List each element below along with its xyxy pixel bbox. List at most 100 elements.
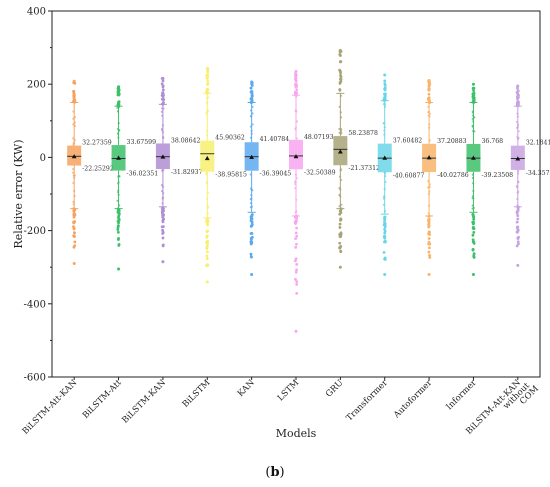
outlier-point xyxy=(427,223,430,226)
outlier-point-min xyxy=(161,260,165,264)
outlier-point xyxy=(249,242,253,246)
data-point xyxy=(207,191,210,194)
data-point xyxy=(294,211,297,214)
caption-close: ) xyxy=(280,465,285,480)
outlier-point xyxy=(205,246,209,250)
data-point xyxy=(517,130,520,133)
outlier-point xyxy=(339,232,343,236)
data-point xyxy=(249,136,253,139)
data-point xyxy=(160,129,164,132)
outlier-point xyxy=(472,241,476,245)
outlier-point-min xyxy=(427,273,431,277)
data-point xyxy=(251,123,254,126)
outlier-point xyxy=(206,223,209,227)
data-point xyxy=(295,120,299,123)
outlier-point-max xyxy=(516,84,520,88)
outlier-point xyxy=(117,93,121,97)
outlier-point xyxy=(383,218,387,222)
outlier-point xyxy=(383,93,387,97)
outlier-point xyxy=(295,263,299,266)
q3-value-label: 45.90362 xyxy=(215,135,245,142)
box-group: 48.07193 -32.50389 xyxy=(289,69,336,333)
outlier-point xyxy=(295,216,299,220)
outlier-point-min xyxy=(294,329,298,333)
outlier-point xyxy=(205,257,209,261)
outlier-point xyxy=(294,91,297,95)
outlier-point xyxy=(339,217,343,221)
outlier-point xyxy=(206,218,210,222)
data-point xyxy=(473,130,476,133)
outlier-point xyxy=(162,209,165,213)
data-point xyxy=(339,195,342,198)
q1-value-label: -40.60877 xyxy=(393,172,425,179)
data-point xyxy=(249,206,253,209)
mean-marker xyxy=(426,155,432,160)
data-point xyxy=(249,198,252,201)
data-point xyxy=(383,172,387,175)
data-point xyxy=(338,187,341,190)
y-axis-title: Relative error (KW) xyxy=(12,139,25,248)
data-point xyxy=(251,105,254,109)
outlier-point xyxy=(250,232,254,235)
outlier-point xyxy=(206,79,210,83)
outlier-point xyxy=(294,231,298,235)
outlier-point xyxy=(295,242,298,246)
y-tick-label: 400 xyxy=(27,7,46,18)
outlier-point xyxy=(250,222,254,226)
data-point xyxy=(517,169,520,173)
data-point xyxy=(471,124,474,127)
data-point xyxy=(427,212,430,215)
outlier-point xyxy=(383,257,387,261)
outlier-point-max xyxy=(427,79,431,83)
mean-marker xyxy=(337,149,343,154)
data-point xyxy=(383,188,386,191)
data-point xyxy=(72,141,75,144)
outlier-point xyxy=(472,89,475,92)
q1-value-label: -39.23508 xyxy=(481,172,513,179)
x-category-label: BiLSTM xyxy=(181,378,213,410)
data-point xyxy=(73,194,76,198)
outlier-point xyxy=(294,237,298,241)
data-point xyxy=(473,116,476,119)
data-point xyxy=(428,126,431,129)
outlier-point xyxy=(472,96,476,100)
q3-value-label: 32.27359 xyxy=(82,140,112,147)
data-point xyxy=(383,102,386,106)
outlier-point xyxy=(117,209,121,212)
q1-value-label: -22.25292 xyxy=(82,166,114,173)
outlier-point-max xyxy=(338,49,342,53)
outlier-point xyxy=(382,234,386,238)
outlier-point xyxy=(205,240,208,244)
y-tick-label: 0 xyxy=(40,153,46,164)
data-point xyxy=(339,127,342,131)
outlier-point xyxy=(161,88,165,92)
q1-value-label: -36.02351 xyxy=(127,171,159,178)
x-category-label: Transformer xyxy=(345,377,391,423)
outlier-point xyxy=(249,240,253,244)
outlier-point xyxy=(382,98,386,102)
outlier-point xyxy=(383,231,387,235)
outlier-point xyxy=(205,74,209,78)
outlier-point xyxy=(73,213,77,217)
outlier-point xyxy=(427,83,431,87)
data-point xyxy=(72,117,75,120)
outlier-point xyxy=(515,91,519,95)
mean-marker xyxy=(160,154,166,159)
q3-value-label: 48.07193 xyxy=(304,134,334,141)
outlier-point xyxy=(472,218,476,221)
outlier-point xyxy=(383,82,387,86)
data-point xyxy=(116,199,119,202)
outlier-point xyxy=(116,219,120,223)
data-point xyxy=(73,124,77,128)
outlier-point xyxy=(161,97,165,101)
outlier-point xyxy=(72,97,76,100)
data-point xyxy=(161,107,164,110)
x-category-label: LSTM xyxy=(276,378,302,404)
outlier-point xyxy=(249,236,253,240)
data-point xyxy=(427,179,430,183)
data-point xyxy=(339,132,343,135)
outlier-point xyxy=(73,100,77,104)
q1-value-label: -36.39045 xyxy=(260,171,292,178)
data-point xyxy=(517,136,520,140)
